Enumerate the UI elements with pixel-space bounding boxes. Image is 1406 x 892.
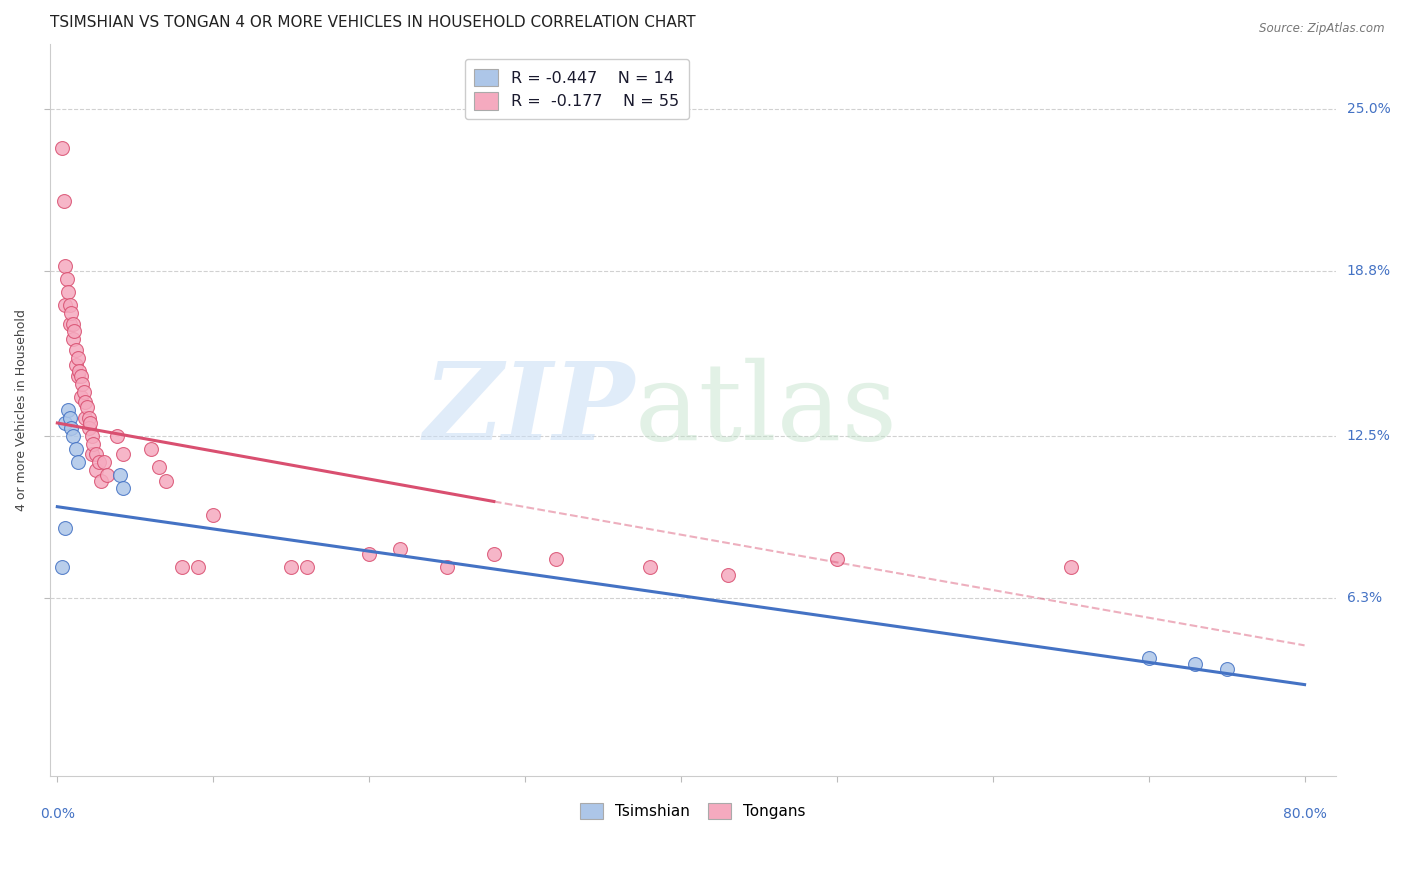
Point — [76, 401, 98, 415]
Point — [72, 376, 94, 391]
Point — [436, 560, 458, 574]
Point — [58, 403, 80, 417]
Point — [65, 343, 87, 357]
Point — [66, 351, 89, 365]
Point — [65, 359, 87, 373]
Point — [79, 416, 101, 430]
Point — [155, 474, 177, 488]
Point — [51, 141, 73, 155]
Point — [170, 560, 193, 574]
Point — [108, 468, 131, 483]
Point — [62, 429, 84, 443]
Point — [55, 272, 77, 286]
Point — [359, 547, 381, 561]
Point — [69, 390, 91, 404]
Point — [84, 447, 107, 461]
Point — [546, 552, 568, 566]
Text: 80.0%: 80.0% — [1282, 806, 1326, 821]
Point — [1215, 662, 1237, 676]
Point — [62, 332, 84, 346]
Point — [62, 317, 84, 331]
Text: Source: ZipAtlas.com: Source: ZipAtlas.com — [1260, 22, 1385, 36]
Point — [80, 447, 103, 461]
Text: atlas: atlas — [634, 358, 898, 463]
Point — [84, 463, 107, 477]
Point — [482, 547, 505, 561]
Text: TSIMSHIAN VS TONGAN 4 OR MORE VEHICLES IN HOUSEHOLD CORRELATION CHART: TSIMSHIAN VS TONGAN 4 OR MORE VEHICLES I… — [49, 15, 695, 30]
Point — [96, 468, 118, 483]
Point — [93, 455, 115, 469]
Point — [53, 416, 76, 430]
Point — [187, 560, 209, 574]
Text: 0.0%: 0.0% — [39, 806, 75, 821]
Point — [73, 384, 96, 399]
Point — [717, 567, 740, 582]
Point — [90, 474, 112, 488]
Point — [77, 410, 100, 425]
Point — [53, 521, 76, 535]
Point — [65, 442, 87, 457]
Text: 6.3%: 6.3% — [1347, 591, 1382, 606]
Point — [60, 421, 83, 435]
Point — [89, 455, 111, 469]
Point — [66, 368, 89, 383]
Point — [59, 298, 82, 312]
Point — [53, 259, 76, 273]
Point — [69, 368, 91, 383]
Point — [75, 395, 97, 409]
Point — [202, 508, 225, 522]
Point — [280, 560, 302, 574]
Point — [82, 437, 104, 451]
Point — [638, 560, 661, 574]
Point — [148, 460, 170, 475]
Point — [59, 410, 82, 425]
Point — [67, 364, 90, 378]
Legend: Tsimshian, Tongans: Tsimshian, Tongans — [572, 795, 813, 827]
Point — [105, 429, 128, 443]
Point — [51, 560, 73, 574]
Text: ZIP: ZIP — [423, 357, 634, 463]
Point — [825, 552, 848, 566]
Point — [59, 317, 82, 331]
Point — [295, 560, 318, 574]
Point — [389, 541, 412, 556]
Point — [63, 325, 86, 339]
Point — [111, 447, 134, 461]
Point — [58, 285, 80, 300]
Point — [60, 306, 83, 320]
Point — [77, 421, 100, 435]
Text: 12.5%: 12.5% — [1347, 429, 1391, 443]
Point — [75, 410, 97, 425]
Point — [111, 482, 134, 496]
Point — [139, 442, 162, 457]
Point — [1060, 560, 1083, 574]
Point — [1137, 651, 1160, 665]
Point — [1184, 657, 1206, 671]
Point — [80, 429, 103, 443]
Point — [53, 298, 76, 312]
Text: 25.0%: 25.0% — [1347, 102, 1391, 116]
Point — [52, 194, 75, 208]
Text: 18.8%: 18.8% — [1347, 264, 1391, 278]
Y-axis label: 4 or more Vehicles in Household: 4 or more Vehicles in Household — [15, 309, 28, 511]
Point — [66, 455, 89, 469]
